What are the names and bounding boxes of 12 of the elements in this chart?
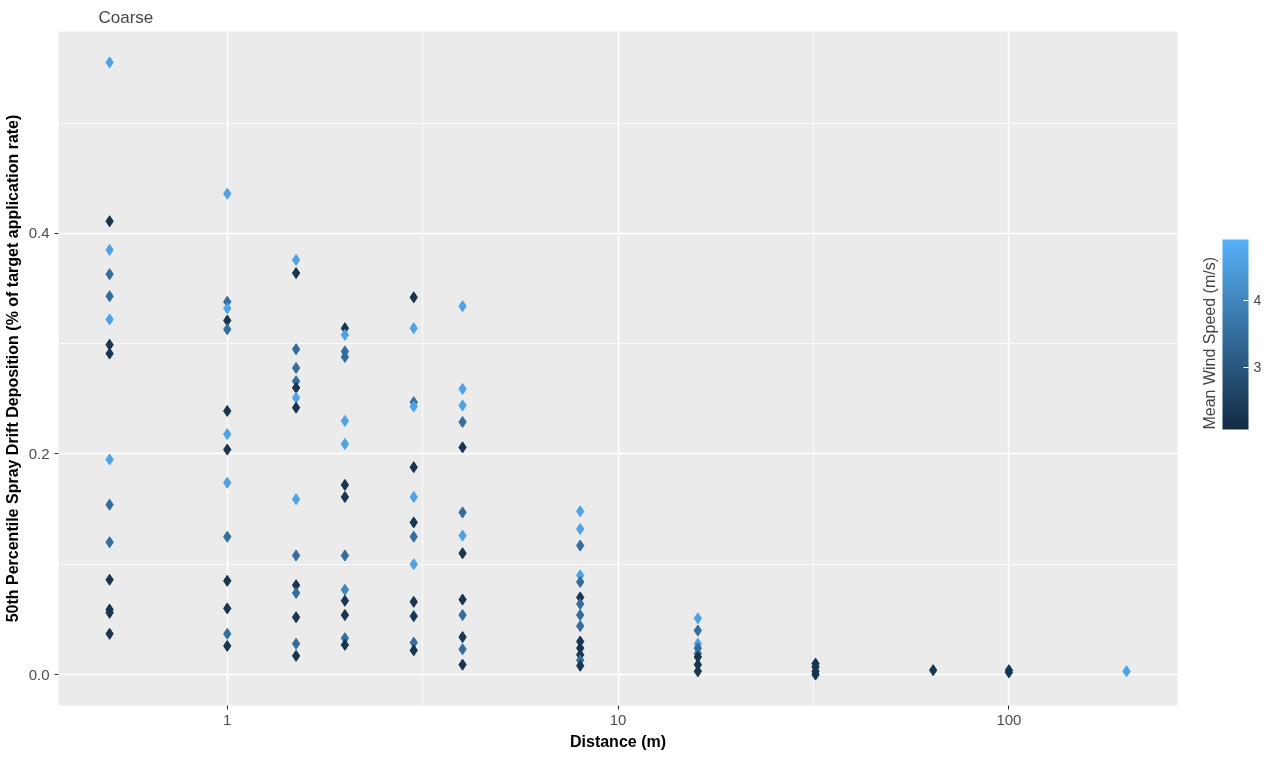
y-tick-label: 0.2 bbox=[28, 444, 50, 462]
y-tick-label: 0.0 bbox=[28, 665, 50, 683]
y-tick-label: 0.4 bbox=[28, 224, 50, 242]
y-axis-title: 50th Percentile Spray Drift Deposition (% of target application rate) bbox=[3, 114, 21, 623]
color-bar-label: 4 bbox=[1253, 292, 1262, 309]
chart-title: Coarse bbox=[98, 7, 154, 27]
x-tick-label: 1 bbox=[223, 710, 232, 728]
color-bar-label: 3 bbox=[1253, 359, 1262, 376]
x-tick-label: 100 bbox=[996, 710, 1022, 728]
color-bar-title: Mean Wind Speed (m/s) bbox=[1200, 256, 1218, 430]
x-tick-label: 10 bbox=[609, 710, 627, 728]
x-axis-title: Distance (m) bbox=[569, 732, 667, 750]
